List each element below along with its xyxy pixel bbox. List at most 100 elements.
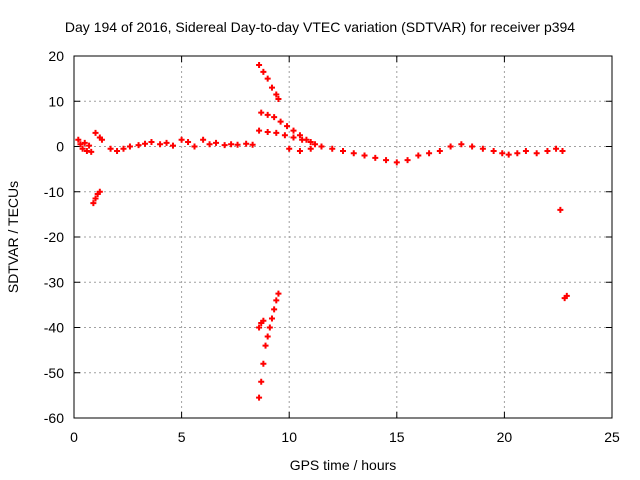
data-point [206, 141, 213, 148]
data-point [290, 127, 297, 134]
data-point [79, 145, 86, 152]
data-point [234, 141, 241, 148]
y-tick-label: -30 [44, 274, 64, 290]
data-point [318, 143, 325, 150]
data-point [260, 317, 267, 324]
data-point [260, 360, 267, 367]
data-point [273, 91, 280, 98]
data-point [299, 136, 306, 143]
data-point [88, 148, 95, 155]
data-point [142, 140, 149, 147]
data-point [264, 111, 271, 118]
data-point [307, 138, 314, 145]
data-point [92, 129, 99, 136]
data-point [256, 324, 263, 331]
data-point [90, 200, 97, 207]
data-point [264, 333, 271, 340]
data-point [262, 342, 269, 349]
x-tick-labels: 0 5 10 15 20 25 [70, 429, 620, 445]
y-tick-labels: 20 10 0 -10 -20 -30 -40 -50 -60 [44, 48, 64, 426]
data-point [258, 378, 265, 385]
data-point [290, 134, 297, 141]
data-point [340, 148, 346, 155]
chart-title: Day 194 of 2016, Sidereal Day-to-day VTE… [65, 19, 575, 35]
data-point [114, 148, 121, 155]
data-point [426, 150, 433, 157]
data-point [372, 154, 379, 161]
data-point [148, 138, 155, 145]
y-axis-label: SDTVAR / TECUs [5, 181, 21, 293]
data-point [256, 394, 263, 401]
y-tick-label: -40 [44, 320, 64, 336]
data-point [260, 68, 267, 75]
data-point [98, 136, 105, 143]
data-point [307, 145, 314, 152]
data-point [563, 292, 570, 299]
data-point [200, 136, 207, 143]
x-tick-label: 0 [70, 429, 78, 445]
data-point [296, 148, 303, 155]
data-point [275, 95, 282, 102]
data-point [163, 139, 170, 146]
data-point [169, 142, 176, 149]
data-point [286, 145, 293, 152]
data-point [107, 145, 114, 152]
y-tick-label: -50 [44, 365, 64, 381]
data-point [157, 141, 164, 148]
data-point [135, 142, 142, 149]
axis-ticks [73, 55, 613, 419]
data-point [393, 159, 400, 166]
y-tick-label: 0 [56, 139, 64, 155]
data-point [312, 141, 319, 148]
data-point [77, 141, 84, 148]
data-point [86, 142, 93, 149]
data-point [499, 150, 506, 157]
grid [74, 56, 612, 418]
data-point [243, 140, 250, 147]
data-point [221, 142, 228, 149]
data-point [490, 148, 497, 155]
data-point [273, 297, 280, 304]
data-point [329, 145, 336, 152]
data-point [75, 136, 82, 143]
data-point [447, 143, 454, 150]
data-point [505, 151, 512, 158]
data-point [268, 84, 275, 91]
data-point [126, 143, 133, 150]
data-point [96, 188, 103, 195]
data-point [275, 290, 282, 297]
data-point [264, 129, 271, 136]
data-point [178, 136, 185, 143]
data-point [284, 123, 291, 130]
data-point [436, 148, 443, 155]
x-tick-label: 20 [497, 429, 513, 445]
data-point [404, 157, 411, 164]
data-point [361, 152, 368, 159]
x-tick-label: 5 [178, 429, 186, 445]
data-point [185, 138, 192, 145]
data-point [92, 195, 99, 202]
data-points [75, 62, 570, 401]
x-axis-label: GPS time / hours [290, 457, 397, 473]
data-point [415, 152, 422, 159]
data-point [271, 114, 278, 121]
data-point [514, 150, 521, 157]
data-point [249, 141, 256, 148]
data-point [264, 75, 271, 82]
data-point [281, 132, 288, 139]
x-tick-label: 25 [604, 429, 620, 445]
data-point [350, 150, 357, 157]
y-tick-label: 10 [48, 93, 64, 109]
data-point [458, 141, 465, 148]
data-point [277, 118, 284, 125]
data-point [258, 109, 265, 116]
data-point [273, 129, 280, 136]
y-tick-label: -20 [44, 229, 64, 245]
data-point [228, 141, 235, 148]
data-point [533, 150, 540, 157]
data-point [544, 148, 551, 155]
data-point [266, 324, 273, 331]
data-point [522, 148, 529, 155]
data-point [256, 62, 263, 69]
